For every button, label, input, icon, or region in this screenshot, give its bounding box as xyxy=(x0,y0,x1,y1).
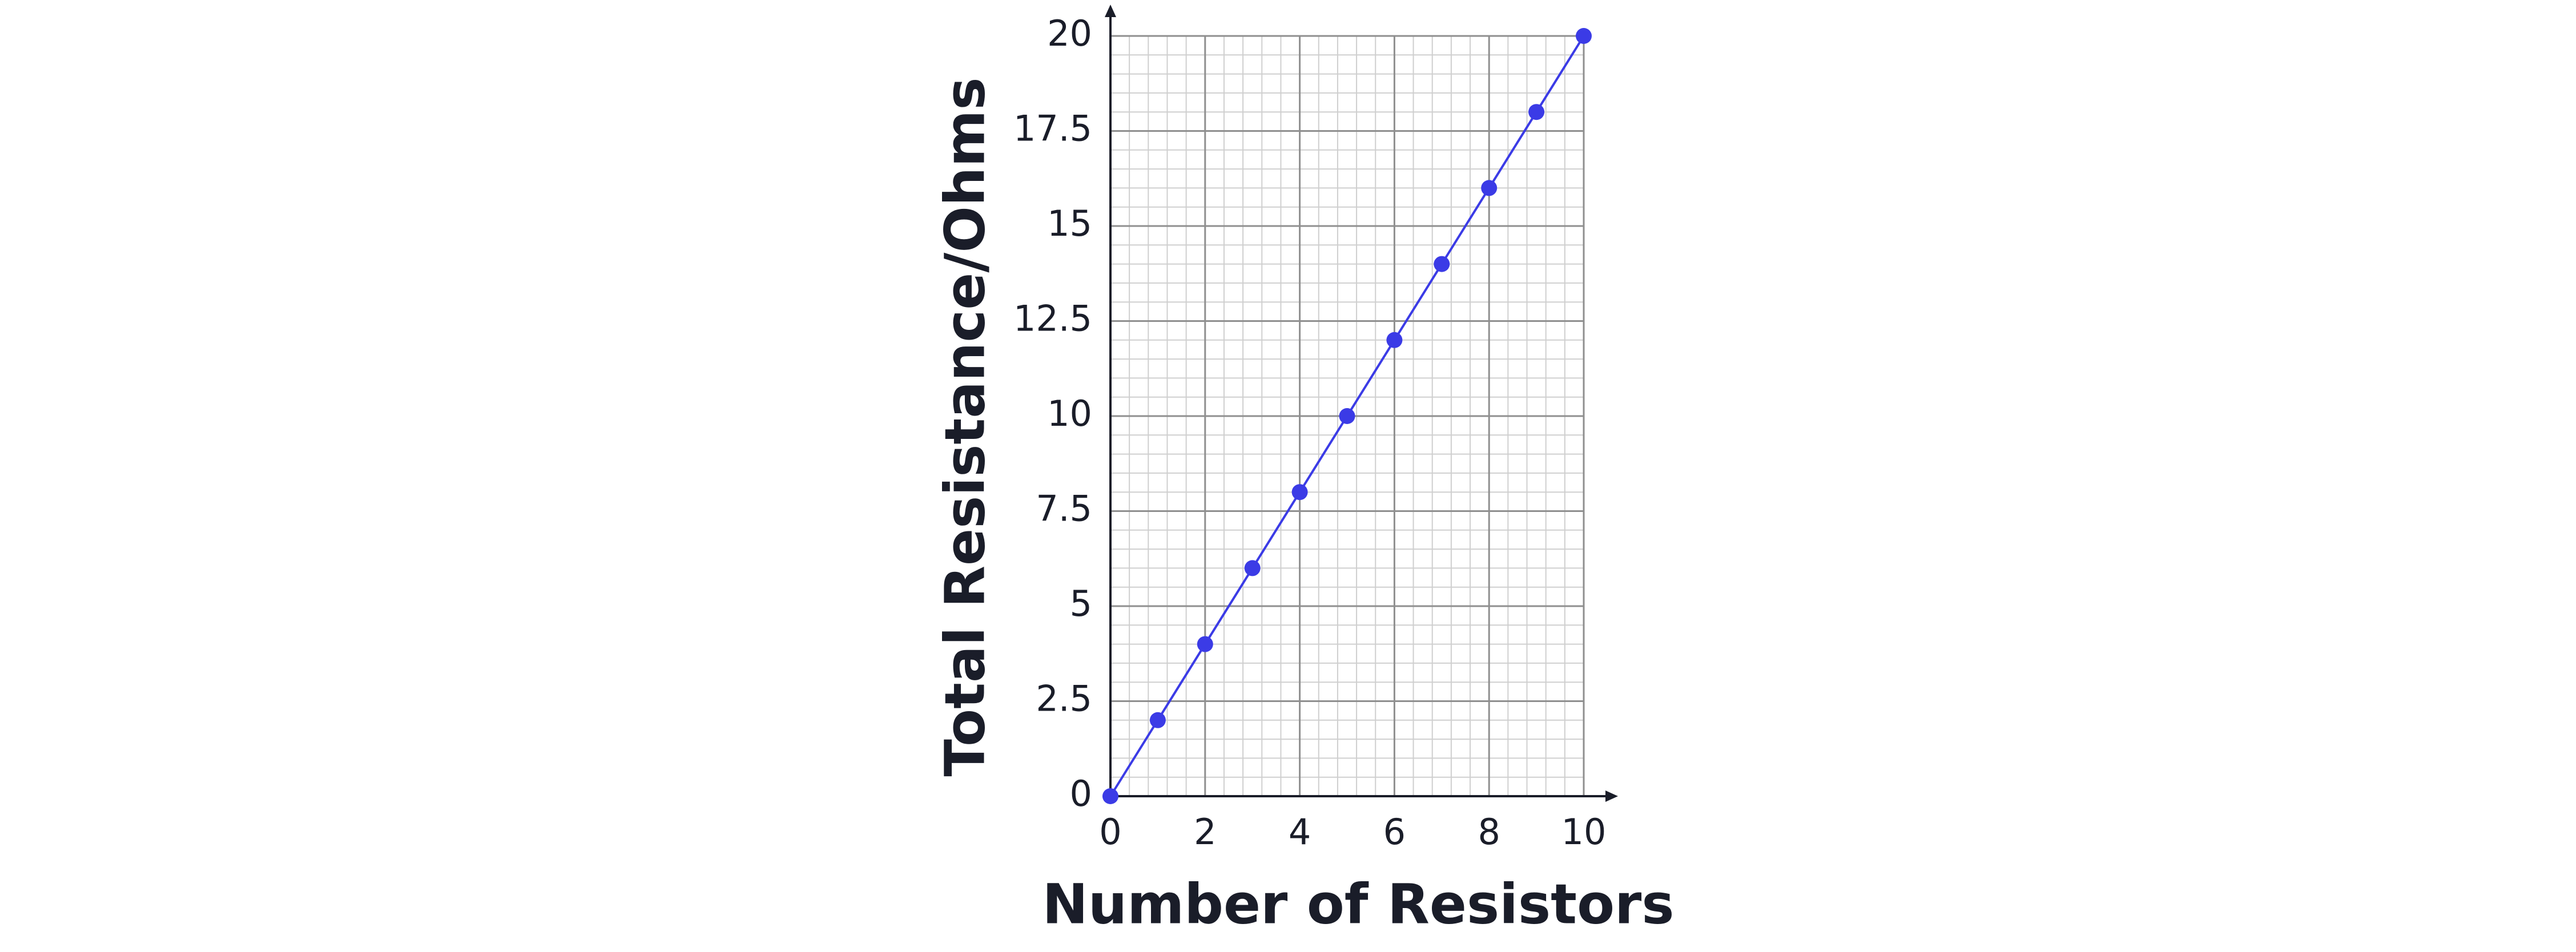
y-tick-label: 7.5 xyxy=(1036,488,1092,530)
data-point xyxy=(1197,636,1213,652)
data-point xyxy=(1434,256,1450,272)
data-point xyxy=(1481,180,1498,196)
x-tick-label: 4 xyxy=(1289,811,1311,853)
y-axis-arrow xyxy=(1105,5,1116,17)
x-tick-label: 8 xyxy=(1478,811,1500,853)
data-point xyxy=(1339,408,1355,424)
y-tick-label: 0 xyxy=(1070,773,1092,814)
data-point xyxy=(1576,28,1592,44)
y-tick-label: 10 xyxy=(1047,393,1092,434)
data-point xyxy=(1528,104,1545,120)
x-tick-label: 6 xyxy=(1383,811,1406,853)
data-point xyxy=(1386,332,1403,348)
x-axis-title: Number of Resistors xyxy=(1043,872,1675,936)
y-tick-label: 12.5 xyxy=(1013,298,1092,340)
data-point xyxy=(1102,788,1118,804)
x-axis-arrow xyxy=(1605,790,1618,802)
x-tick-label: 0 xyxy=(1099,811,1121,853)
x-tick-label: 2 xyxy=(1194,811,1216,853)
y-tick-label: 15 xyxy=(1047,203,1092,244)
y-tick-label: 5 xyxy=(1070,583,1092,624)
data-point xyxy=(1244,560,1261,576)
y-tick-label: 20 xyxy=(1047,13,1092,54)
x-tick-label: 10 xyxy=(1561,811,1607,853)
data-point xyxy=(1291,484,1308,501)
y-tick-label: 2.5 xyxy=(1036,678,1092,720)
y-axis-title: Total Resistance/Ohms xyxy=(933,77,997,776)
data-point xyxy=(1149,712,1166,728)
y-tick-label: 17.5 xyxy=(1013,108,1092,150)
